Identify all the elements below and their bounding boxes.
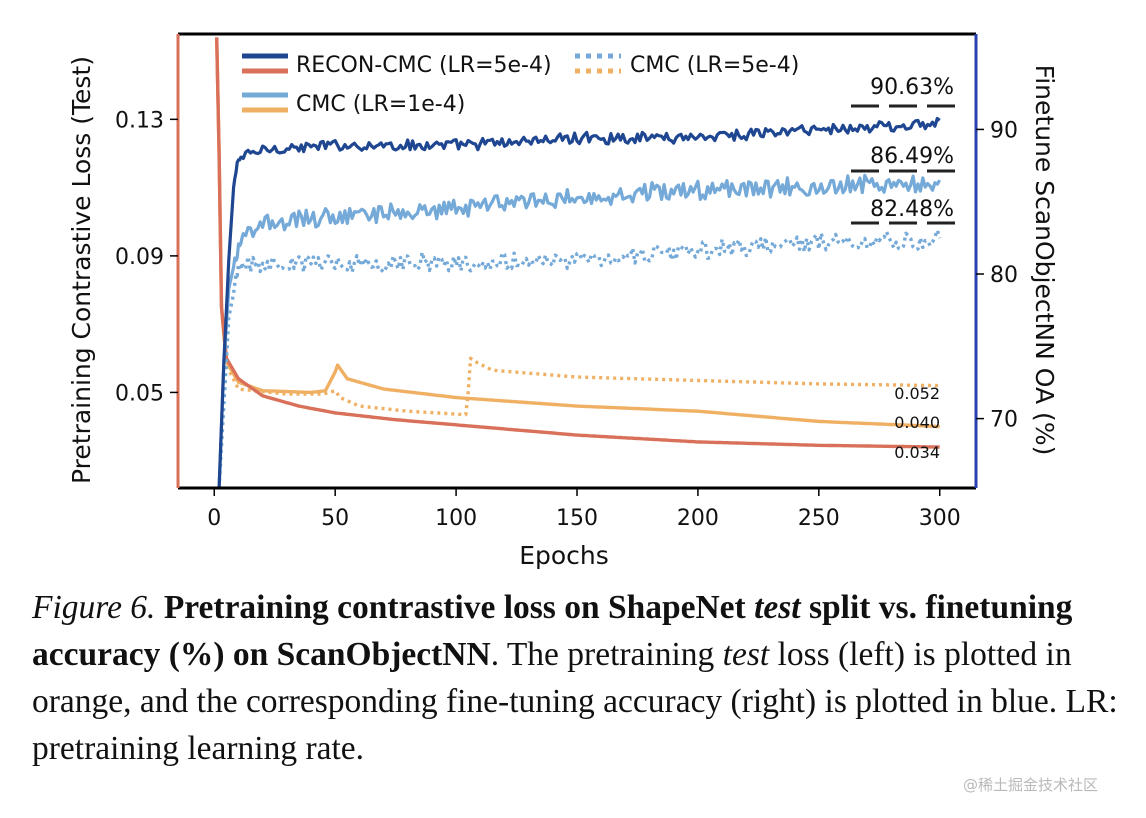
annotations: 90.63% 86.49% 82.48% 0.052 0.040 0.034: [851, 75, 956, 462]
caption-text-2: loss (left) is plotted in orange, and th…: [32, 636, 1118, 767]
annotation-recon-loss: 0.034: [894, 443, 940, 462]
annotation-cmc1-loss: 0.040: [894, 413, 940, 432]
y-tick-label-left: 0.13: [115, 108, 164, 133]
y-tick-label-left: 0.09: [115, 245, 164, 270]
caption-bold-2: split vs. finetuning accuracy (%) on Sca…: [32, 589, 1073, 673]
x-tick-label: 200: [677, 506, 719, 531]
x-tick-label: 0: [207, 506, 221, 531]
x-tick-label: 300: [919, 506, 961, 531]
caption-text-italic: test: [722, 636, 770, 673]
caption-text-1: . The pretraining: [490, 636, 723, 673]
series-line-recon-cmc-lr-5e-4-accuracy: [217, 116, 941, 489]
caption-bold-italic: test: [754, 589, 801, 626]
ticks-layer: 0 50 100 150 200 250 300 0.13 0.09 0.05 90 80 70: [115, 108, 1018, 531]
caption-bold-1: Pretraining contrastive loss on ShapeNet: [163, 589, 755, 626]
y-axis-title-left: Pretraining Contrastive Loss (Test): [67, 56, 96, 484]
legend-item-cmc-5e-4: CMC (LR=5e-4): [575, 53, 799, 78]
y-tick-label-right: 70: [990, 408, 1018, 433]
caption-figure-label: Figure 6.: [32, 589, 156, 626]
y-tick-label-right: 90: [990, 118, 1018, 143]
y-axis-title-right: Finetune ScanObjectNN OA (%): [1030, 65, 1059, 456]
dual-axis-line-chart: 0 50 100 150 200 250 300 0.13 0.09 0.05 90 80 70 REC…: [67, 32, 1059, 570]
x-tick-label: 100: [435, 506, 477, 531]
legend-item-cmc-1e-4: CMC (LR=1e-4): [242, 92, 465, 117]
x-tick-label: 50: [321, 506, 349, 531]
legend-item-recon-cmc: RECON-CMC (LR=5e-4): [242, 53, 552, 78]
series-line-cmc-lr-1e-4-loss: [215, 37, 940, 429]
annotation-recon-acc: 90.63%: [870, 75, 954, 100]
figure-caption: Figure 6. Pretraining contrastive loss o…: [32, 584, 1122, 772]
x-tick-label: 150: [556, 506, 598, 531]
x-axis-title: Epochs: [519, 541, 609, 570]
watermark: @稀土掘金技术社区: [963, 776, 1099, 794]
series-line-cmc-lr-5e-4-loss: [215, 37, 940, 417]
annotation-cmc5-acc: 82.48%: [870, 197, 954, 222]
x-tick-label: 250: [798, 506, 840, 531]
legend-label-recon-cmc: RECON-CMC (LR=5e-4): [296, 53, 552, 78]
legend-label-cmc-1e-4: CMC (LR=1e-4): [296, 92, 465, 117]
series-layer: [215, 37, 942, 489]
annotation-cmc1-acc: 86.49%: [870, 144, 954, 169]
y-tick-label-right: 80: [990, 263, 1018, 288]
legend-label-cmc-5e-4: CMC (LR=5e-4): [630, 53, 799, 78]
legend: RECON-CMC (LR=5e-4) CMC (LR=5e-4) CMC (L…: [242, 53, 799, 117]
series-line-cmc-lr-1e-4-accuracy: [217, 173, 942, 489]
series-line-cmc-lr-5e-4-accuracy: [217, 228, 942, 489]
series-line-recon-cmc-lr-5e-4-loss: [215, 37, 940, 449]
annotation-cmc5-loss: 0.052: [894, 384, 940, 403]
y-tick-label-left: 0.05: [115, 381, 164, 406]
